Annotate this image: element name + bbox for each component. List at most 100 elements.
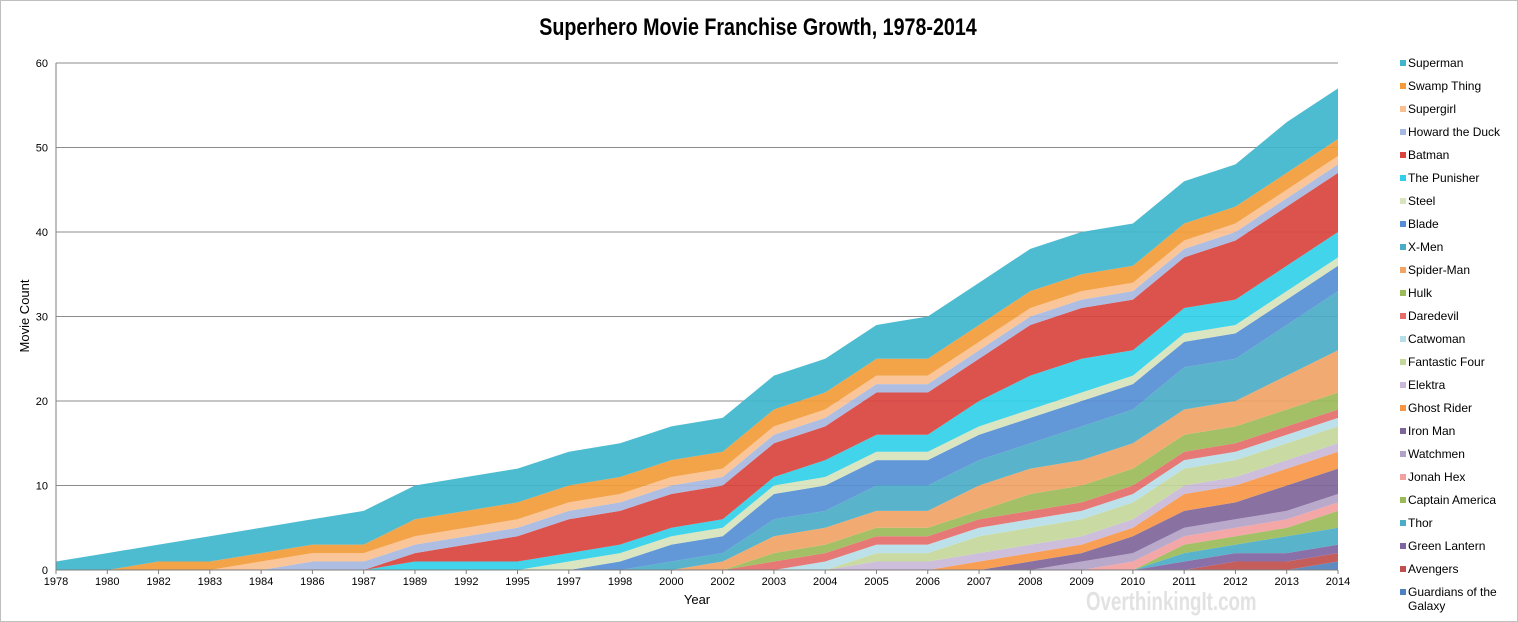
- legend-swatch: [1400, 497, 1406, 503]
- chart-title: Superhero Movie Franchise Growth, 1978-2…: [539, 14, 977, 41]
- x-tick-label: 2007: [967, 576, 991, 588]
- x-tick-label: 2013: [1274, 576, 1298, 588]
- x-tick-label: 2003: [762, 576, 786, 588]
- legend-item: Batman: [1400, 148, 1512, 171]
- legend-swatch: [1400, 543, 1406, 549]
- area-series-fantastic-four: [56, 426, 1338, 570]
- legend-item: Guardians of the Galaxy: [1400, 585, 1512, 613]
- x-tick-label: 1983: [198, 576, 222, 588]
- x-tick-label: 1980: [95, 576, 119, 588]
- chart-legend: Superman Swamp Thing Supergirl Howard the D…: [1400, 56, 1512, 613]
- legend-swatch: [1400, 405, 1406, 411]
- legend-item: Superman: [1400, 56, 1512, 79]
- legend-swatch: [1400, 382, 1406, 388]
- x-tick-label: 2000: [659, 576, 683, 588]
- legend-swatch: [1400, 106, 1406, 112]
- legend-label: Batman: [1408, 148, 1450, 162]
- legend-item: Iron Man: [1400, 424, 1512, 447]
- legend-swatch: [1400, 336, 1406, 342]
- x-tick-label: 1986: [300, 576, 324, 588]
- legend-label: Blade: [1408, 217, 1439, 231]
- legend-label: Fantastic Four: [1408, 355, 1485, 369]
- legend-swatch: [1400, 244, 1406, 250]
- legend-swatch: [1400, 474, 1406, 480]
- legend-label: Swamp Thing: [1408, 79, 1482, 93]
- legend-swatch: [1400, 520, 1406, 526]
- legend-item: Watchmen: [1400, 447, 1512, 470]
- legend-label: Hulk: [1408, 286, 1433, 300]
- legend-label: Howard the Duck: [1408, 125, 1501, 139]
- x-tick-label: 1995: [505, 576, 529, 588]
- legend-item: Captain America: [1400, 493, 1512, 516]
- legend-swatch: [1400, 359, 1406, 365]
- legend-item: Spider-Man: [1400, 263, 1512, 286]
- x-axis-label: Year: [684, 592, 711, 607]
- area-series-x-men: [56, 291, 1338, 570]
- x-tick-label: 1978: [44, 576, 68, 588]
- x-tick-label: 1997: [557, 576, 581, 588]
- legend-label: Green Lantern: [1408, 539, 1486, 553]
- legend-label: Iron Man: [1408, 424, 1456, 438]
- legend-swatch: [1400, 152, 1406, 158]
- x-tick-label: 2004: [813, 576, 837, 588]
- x-tick-label: 2012: [1223, 576, 1247, 588]
- area-series-batman: [56, 172, 1338, 570]
- legend-label: Elektra: [1408, 378, 1446, 392]
- legend-label: Superman: [1408, 56, 1464, 70]
- legend-swatch: [1400, 313, 1406, 319]
- x-tick-label: 2014: [1326, 576, 1350, 588]
- x-tick-label: 2006: [916, 576, 940, 588]
- y-tick-label: 30: [36, 312, 48, 324]
- y-tick-label: 10: [36, 481, 48, 493]
- legend-swatch: [1400, 198, 1406, 204]
- legend-swatch: [1400, 589, 1406, 595]
- y-tick-label: 20: [36, 396, 48, 408]
- legend-label: Steel: [1408, 194, 1436, 208]
- x-tick-label: 1989: [403, 576, 427, 588]
- legend-item: Steel: [1400, 194, 1512, 217]
- legend-label: The Punisher: [1408, 171, 1480, 185]
- legend-item: Hulk: [1400, 286, 1512, 309]
- legend-item: Thor: [1400, 516, 1512, 539]
- watermark-text: OverthinkingIt.com: [1086, 586, 1257, 616]
- legend-item: Daredevil: [1400, 309, 1512, 332]
- legend-item: Green Lantern: [1400, 539, 1512, 562]
- legend-label: Daredevil: [1408, 309, 1459, 323]
- legend-item: Ghost Rider: [1400, 401, 1512, 424]
- legend-item: Fantastic Four: [1400, 355, 1512, 378]
- x-tick-label: 2010: [1121, 576, 1145, 588]
- area-series-howard-the-duck: [56, 164, 1338, 570]
- legend-item: Jonah Hex: [1400, 470, 1512, 493]
- legend-label: Captain America: [1408, 493, 1497, 507]
- x-tick-label: 2011: [1172, 576, 1196, 588]
- legend-swatch: [1400, 566, 1406, 572]
- area-series-blade: [56, 265, 1338, 570]
- y-axis-label: Movie Count: [17, 279, 32, 352]
- legend-label: X-Men: [1408, 240, 1444, 254]
- x-tick-label: 1992: [454, 576, 478, 588]
- x-tick-label: 2005: [864, 576, 888, 588]
- x-tick-label: 1982: [146, 576, 170, 588]
- x-tick-label: 1984: [249, 576, 273, 588]
- x-tick-label: 2002: [710, 576, 734, 588]
- x-tick-label: 1987: [351, 576, 375, 588]
- legend-item: X-Men: [1400, 240, 1512, 263]
- legend-label: Thor: [1408, 516, 1433, 530]
- y-tick-label: 40: [36, 227, 48, 239]
- legend-label: Guardians of the Galaxy: [1408, 585, 1497, 613]
- area-series-avengers: [56, 553, 1338, 570]
- legend-swatch: [1400, 267, 1406, 273]
- legend-swatch: [1400, 451, 1406, 457]
- legend-item: Avengers: [1400, 562, 1512, 585]
- legend-label: Jonah Hex: [1408, 470, 1466, 484]
- x-tick-label: 2008: [1018, 576, 1042, 588]
- legend-swatch: [1400, 129, 1406, 135]
- legend-label: Spider-Man: [1408, 263, 1471, 277]
- legend-swatch: [1400, 175, 1406, 181]
- legend-swatch: [1400, 83, 1406, 89]
- legend-label: Watchmen: [1408, 447, 1465, 461]
- legend-item: Swamp Thing: [1400, 79, 1512, 102]
- legend-label: Catwoman: [1408, 332, 1466, 346]
- legend-item: Howard the Duck: [1400, 125, 1512, 148]
